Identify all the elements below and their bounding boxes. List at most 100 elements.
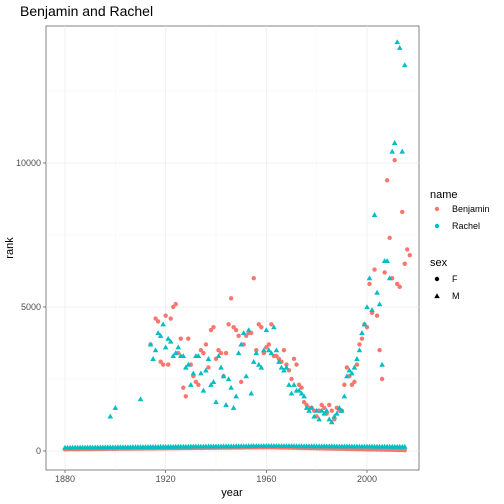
data-point [346,367,353,373]
axes: 1880 1920 1960 2000 0 5000 10000 [16,158,377,484]
data-point [258,364,265,370]
data-point [326,416,333,422]
data-point [208,381,214,387]
data-point [301,393,307,399]
legend: name sex Benjamin Rachel FM [430,189,490,301]
data-point [329,408,334,413]
data-point [172,350,179,356]
data-point [269,322,274,327]
data-point [399,148,406,154]
legend-color-key [434,223,440,229]
data-point [351,364,358,370]
data-point [155,330,161,336]
data-point [178,336,183,341]
data-point [349,370,355,376]
legend-color-label: Rachel [452,221,480,231]
data-point [379,361,385,367]
data-point [389,148,395,154]
data-point [298,390,305,396]
data-point [158,359,163,364]
data-point [352,379,357,385]
data-point [228,296,234,301]
data-point [256,322,261,327]
data-point [354,356,360,361]
data-point [372,267,377,272]
x-axis-title: year [221,487,243,499]
baseline-point [401,443,408,449]
data-point [271,324,277,330]
data-point [276,356,282,362]
data-point [196,382,201,387]
data-point [186,336,191,341]
data-point [357,342,362,347]
data-point [397,284,402,290]
x-tick-label: 1880 [55,474,75,484]
data-point [147,341,154,347]
data-point [250,358,257,364]
data-point [155,319,161,324]
data-point [198,370,204,376]
data-point [327,402,332,408]
data-point [150,356,156,361]
data-point [359,330,365,336]
data-point [306,407,312,413]
data-point [243,373,249,379]
data-point [392,157,397,163]
data-point [230,405,237,410]
data-point [313,407,320,413]
data-point [384,178,390,183]
data-point [301,399,307,405]
data-point [367,281,372,287]
data-point [377,348,382,353]
data-point [198,348,204,353]
data-point [167,338,174,344]
data-point [354,362,360,367]
data-point [235,350,242,356]
data-point [331,413,338,419]
data-point [400,209,405,215]
data-point [160,321,166,327]
data-point [180,353,187,359]
data-point [319,402,324,408]
data-point [342,382,347,387]
legend-shape-title: sex [430,257,448,269]
plot-panel [45,25,420,471]
data-point [364,304,370,310]
data-point [286,381,292,387]
y-axis-title: rank [4,237,16,259]
data-point [268,350,275,356]
data-point [162,344,169,350]
data-point [341,393,348,399]
data-point [137,396,144,402]
y-tick-label: 0 [36,446,41,456]
data-point [223,402,229,408]
data-point [254,348,259,353]
data-point [266,347,272,353]
x-tick-label: 2000 [357,474,377,484]
data-point [190,370,197,376]
data-point [296,382,302,387]
data-point [165,362,171,367]
data-point [359,336,365,341]
x-tick-label: 1920 [156,474,176,484]
data-point [328,419,335,425]
data-point [303,405,310,410]
data-point [171,304,176,310]
data-point [281,367,287,373]
data-point [226,322,231,327]
data-point [259,324,264,330]
data-point [344,373,350,379]
data-point [107,413,114,419]
data-point [276,358,282,364]
data-point [193,379,199,385]
data-point [153,316,158,321]
data-point [376,301,383,307]
data-point [361,321,368,327]
data-point [206,365,211,370]
legend-shape-key [434,276,440,282]
data-point [261,347,267,353]
data-point [200,387,207,393]
data-point [205,356,212,361]
data-points [62,39,412,453]
data-point [371,212,378,217]
